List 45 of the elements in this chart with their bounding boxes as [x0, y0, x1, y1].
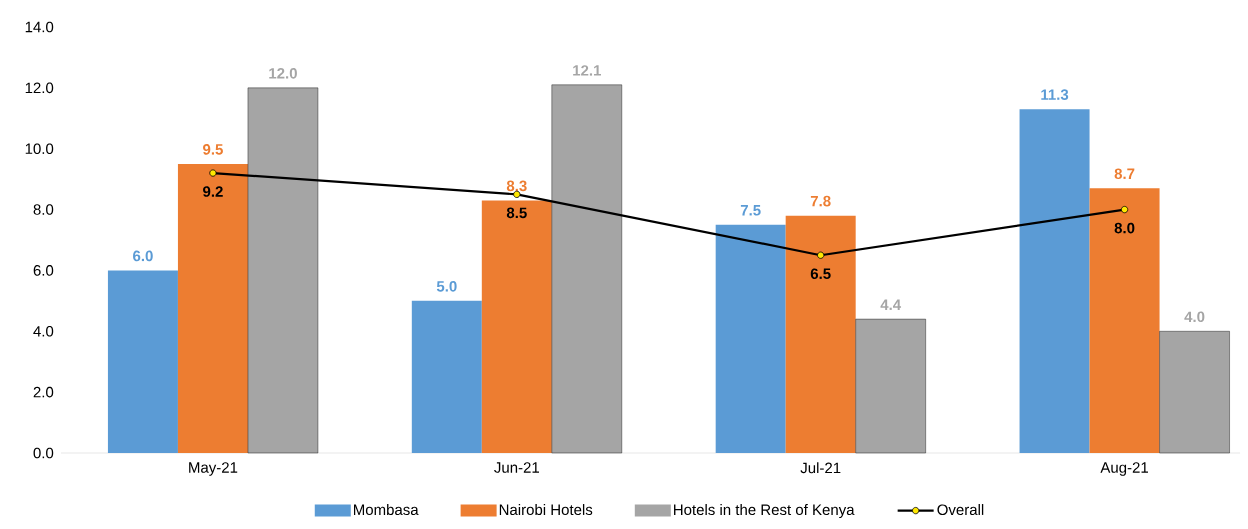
- data-label: 12.0: [269, 68, 297, 79]
- y-tick-label: 14.0: [25, 21, 54, 33]
- data-label: 6.5: [810, 268, 831, 280]
- data-label: 8.3: [506, 180, 527, 192]
- x-tick-label: Jun-21: [494, 462, 539, 473]
- bar: [177, 163, 248, 453]
- data-label: 8.0: [1114, 222, 1135, 234]
- data-label: 4.0: [1184, 311, 1205, 323]
- bar: [481, 200, 552, 453]
- data-label: 7.8: [810, 195, 831, 207]
- y-tick-label: 8.0: [33, 204, 54, 215]
- y-tick-label: 4.0: [33, 325, 54, 337]
- y-tick-label: 10.0: [25, 143, 54, 155]
- x-tick-label: Aug-21: [1100, 462, 1148, 476]
- bar: [715, 224, 786, 453]
- legend-label: Overall: [937, 504, 984, 516]
- point: [817, 251, 825, 259]
- y-tick-label: 2.0: [33, 386, 54, 398]
- data-label: 8.7: [1114, 168, 1135, 180]
- data-label: 4.4: [880, 299, 902, 310]
- bar: [1019, 109, 1090, 453]
- data-label: 5.0: [436, 281, 457, 292]
- data-label: 8.5: [506, 207, 527, 219]
- bar: [1159, 331, 1230, 454]
- bar: [411, 300, 482, 453]
- bar: [107, 270, 178, 453]
- bar: [1089, 188, 1160, 453]
- data-label: 11.3: [1041, 89, 1069, 100]
- x-tick-label: May-21: [189, 462, 238, 476]
- data-label: 7.5: [740, 205, 761, 216]
- x-tick-label: Jul-21: [800, 462, 841, 474]
- y-tick-label: 0.0: [33, 447, 54, 459]
- bar: [785, 215, 856, 453]
- y-tick-label: 6.0: [33, 265, 54, 276]
- data-label: 9.2: [203, 186, 223, 197]
- legend-label: Mombasa: [354, 504, 419, 516]
- data-label: 6.0: [133, 250, 153, 262]
- legend-label: Nairobi Hotels: [499, 504, 593, 516]
- point: [1120, 205, 1129, 214]
- data-label: 12.1: [573, 65, 601, 76]
- bar: [855, 318, 926, 454]
- data-label: 9.5: [203, 144, 223, 155]
- legend-label: Hotels in the Rest of Kenya: [674, 504, 855, 519]
- point: [209, 169, 217, 177]
- y-tick-label: 12.0: [25, 82, 54, 94]
